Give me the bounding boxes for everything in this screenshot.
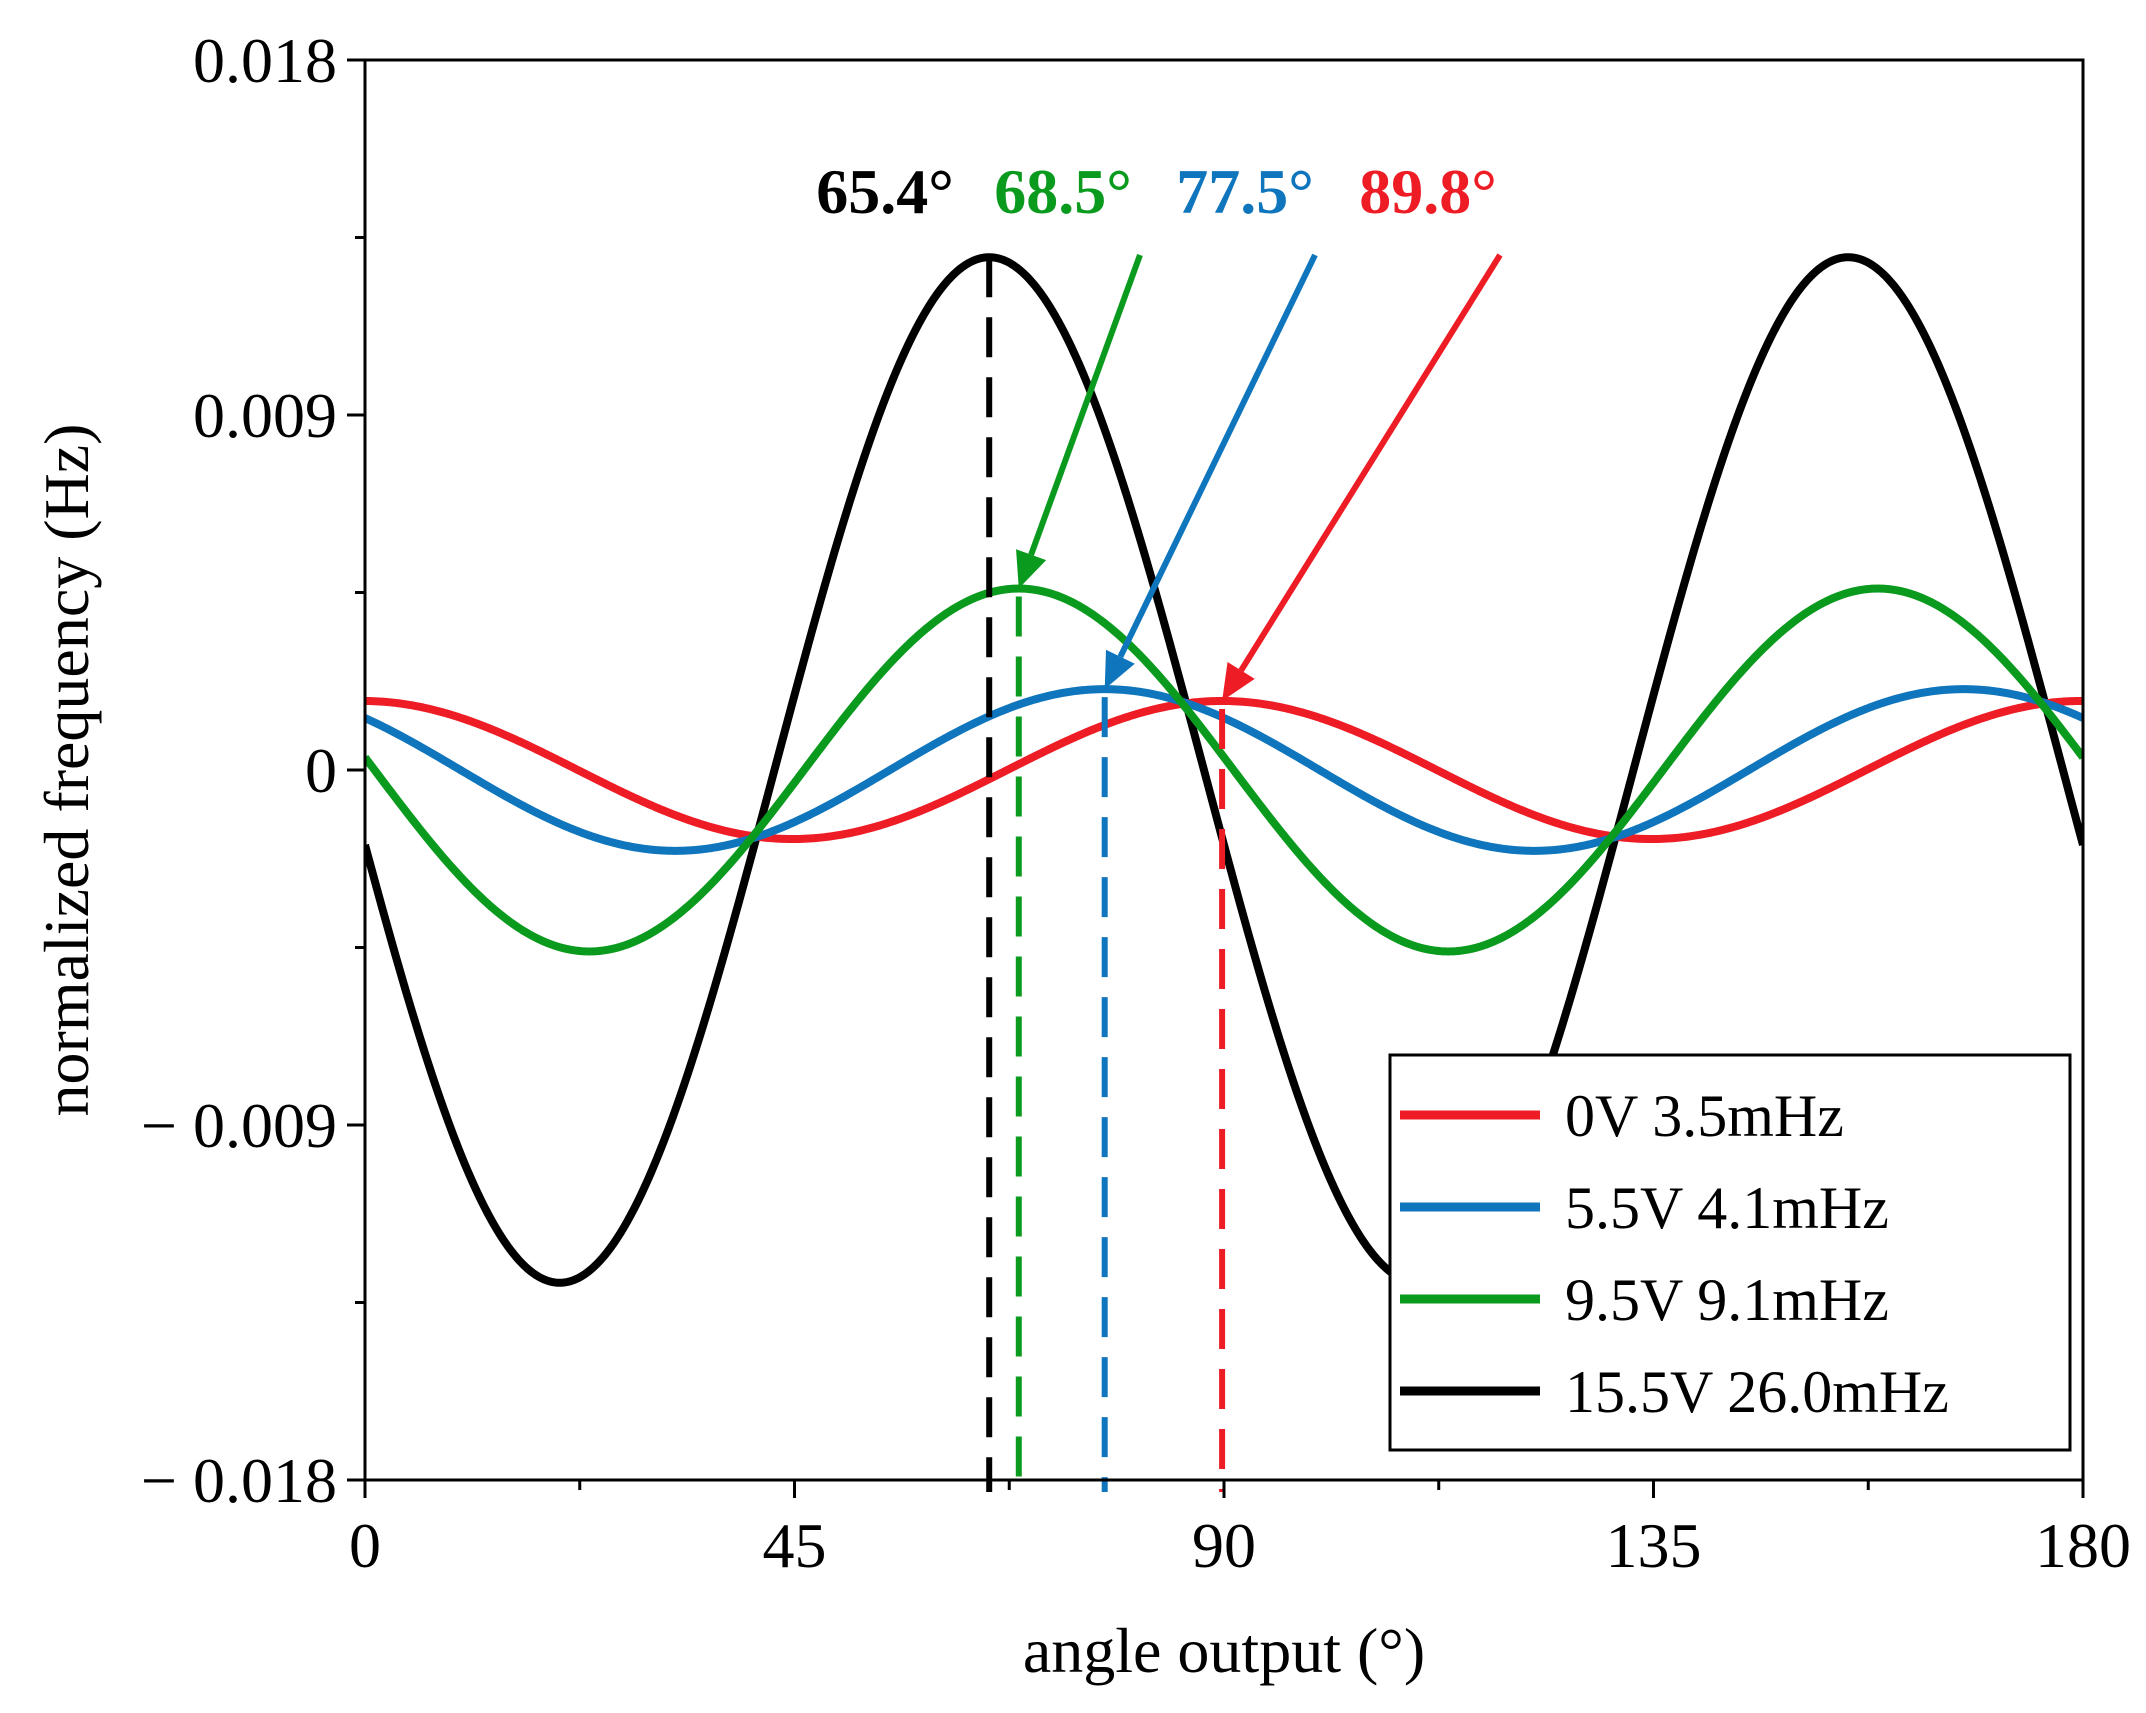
series-line-0v-3-5mhz bbox=[365, 696, 2083, 844]
x-tick-label: 135 bbox=[1606, 1510, 1702, 1581]
peak-arrow-68-5 bbox=[1028, 253, 1143, 556]
peak-arrowhead-89-8 bbox=[1222, 661, 1255, 701]
x-tick-label: 180 bbox=[2035, 1510, 2131, 1581]
y-tick-label: 0.018 bbox=[193, 25, 337, 96]
peak-arrowhead-77-5 bbox=[1104, 649, 1135, 690]
peak-label-77-5: 77.5° bbox=[1176, 156, 1314, 227]
legend-label-5-5v-4-1mhz: 5.5V 4.1mHz bbox=[1565, 1175, 1889, 1241]
peak-label-68-5: 68.5° bbox=[994, 156, 1132, 227]
peak-label-89-8: 89.8° bbox=[1359, 156, 1497, 227]
legend-label-15-5v-26-0mhz: 15.5V 26.0mHz bbox=[1565, 1359, 1949, 1425]
legend-label-0v-3-5mhz: 0V 3.5mHz bbox=[1565, 1083, 1844, 1149]
legend-label-9-5v-9-1mhz: 9.5V 9.1mHz bbox=[1565, 1267, 1889, 1333]
y-tick-label: − 0.009 bbox=[141, 1090, 337, 1161]
peak-arrowhead-68-5 bbox=[1016, 549, 1047, 589]
markers-layer: 65.4° 68.5° 77.5° 89.8° bbox=[816, 156, 1503, 1492]
peak-label-65-4: 65.4° bbox=[816, 156, 954, 227]
series-line-9-5v-9-1mhz bbox=[365, 584, 2083, 956]
y-tick-label: 0 bbox=[305, 735, 337, 806]
y-axis-title: normalized frequency (Hz) bbox=[31, 424, 102, 1117]
y-tick-label: 0.009 bbox=[193, 380, 337, 451]
legend: 0V 3.5mHz 5.5V 4.1mHz 9.5V 9.1mHz 15.5V 26.… bbox=[1388, 1053, 2072, 1452]
x-tick-label: 0 bbox=[349, 1510, 381, 1581]
legend-box bbox=[1388, 1053, 2072, 1452]
x-tick-label: 90 bbox=[1192, 1510, 1256, 1581]
ticks-layer: 0 45 90 135 180 − 0.018 − 0.009 0 0.009 0.018 bbox=[141, 25, 2131, 1581]
x-tick-label: 45 bbox=[763, 1510, 827, 1581]
peak-arrow-89-8 bbox=[1238, 253, 1503, 673]
peak-arrow-77-5 bbox=[1117, 253, 1318, 659]
y-tick-label: − 0.018 bbox=[141, 1445, 337, 1516]
x-axis-title: angle output (°) bbox=[1023, 1615, 1425, 1686]
